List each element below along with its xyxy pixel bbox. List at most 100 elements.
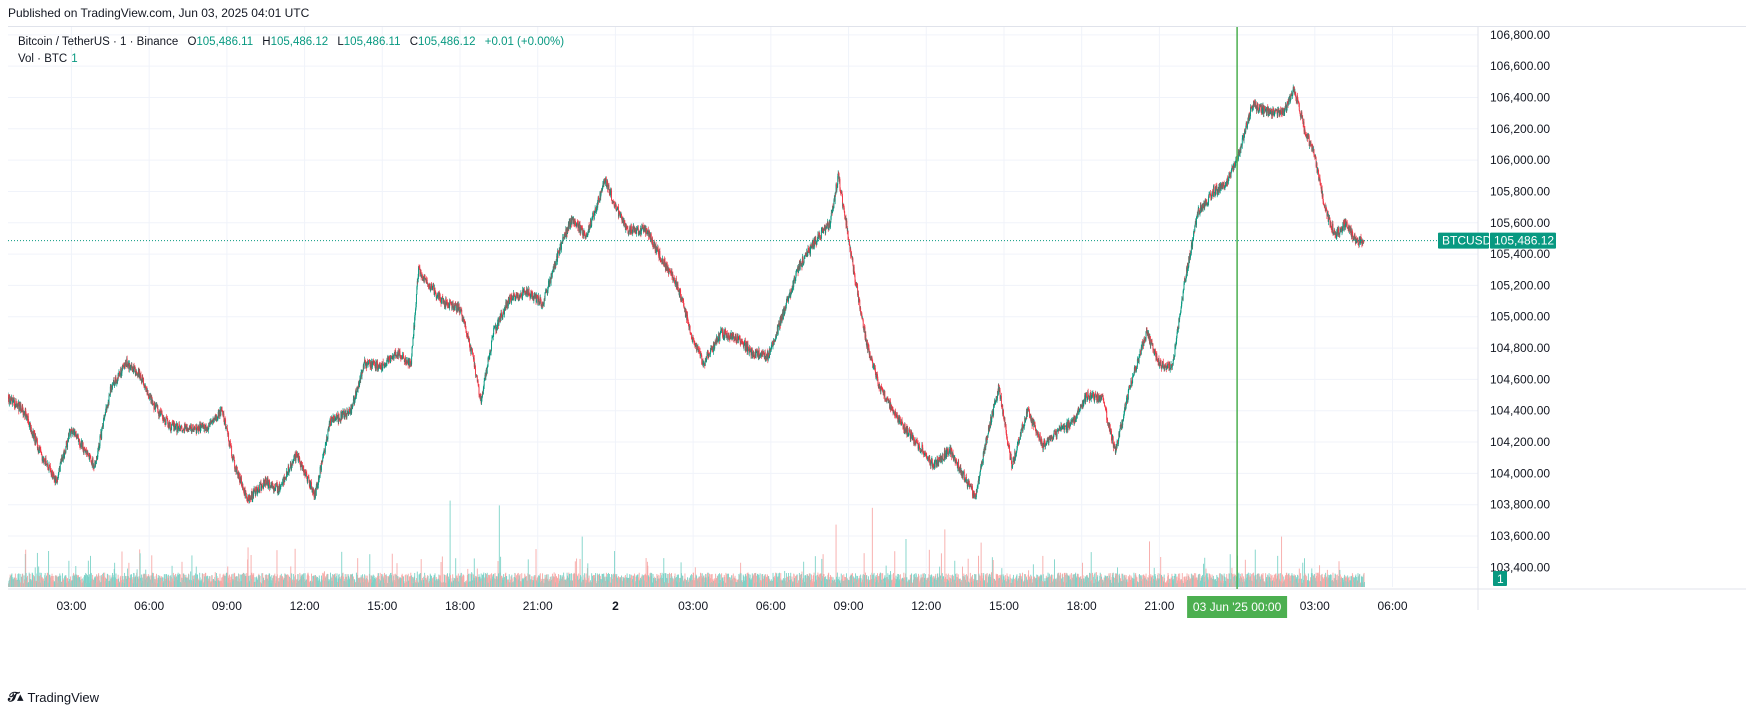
candle-body (123, 364, 125, 367)
candle-body (95, 461, 97, 465)
candle-body (187, 428, 189, 430)
volume-bar (107, 575, 109, 587)
candle-body (263, 479, 265, 489)
volume-bar (371, 575, 373, 587)
candle-body (177, 424, 179, 432)
candle-body (265, 479, 267, 486)
volume-bar (1266, 574, 1268, 587)
candle-body (224, 419, 226, 425)
volume-bar (906, 577, 908, 587)
volume-bar (1152, 575, 1153, 587)
candle-body (67, 434, 69, 442)
candle-body (318, 477, 320, 480)
candle-body (238, 473, 240, 481)
candle-body (250, 496, 252, 500)
volume-bar (99, 575, 101, 587)
volume-bar (1117, 574, 1119, 587)
volume-bar (641, 574, 643, 587)
candle-body (45, 458, 47, 465)
candle-body (77, 434, 78, 438)
volume-bar (711, 573, 713, 587)
volume-bar (406, 575, 408, 587)
volume-bar (717, 576, 719, 587)
candle-body (189, 427, 191, 429)
volume-bar (866, 575, 868, 587)
volume-bar (1211, 574, 1213, 587)
candle-body (289, 468, 291, 470)
volume-bar (863, 553, 865, 587)
candle-body (231, 445, 233, 457)
volume-bar (1361, 575, 1363, 587)
candle-body (235, 466, 237, 472)
candle-body (364, 359, 366, 361)
volume-bar (68, 560, 70, 587)
candle-body (382, 361, 384, 370)
candle-body (265, 483, 267, 486)
candle-body (117, 374, 119, 381)
volume-bar (294, 548, 296, 587)
volume-bar (75, 566, 77, 587)
candle-body (311, 487, 313, 493)
volume-bar (221, 577, 223, 587)
volume-bar (519, 573, 521, 587)
candle-body (268, 480, 270, 486)
volume-bar (1338, 561, 1340, 587)
volume-bar (822, 554, 824, 587)
volume-bar (476, 568, 478, 587)
volume-bar (457, 573, 459, 587)
candle-body (192, 424, 194, 432)
candle-body (188, 429, 190, 431)
candle-body (121, 366, 123, 370)
candle-body (200, 423, 202, 427)
candle-body (33, 432, 35, 438)
candle-body (366, 363, 368, 369)
candle-body (25, 408, 27, 414)
volume-bar (1296, 577, 1298, 587)
volume-bar (324, 571, 325, 587)
volume-bar (718, 574, 720, 587)
volume-bar (42, 578, 44, 587)
volume-bar (705, 573, 707, 587)
volume-bar (1095, 572, 1097, 587)
candle-body (293, 456, 295, 459)
volume-bar (391, 553, 393, 587)
candle-body (127, 364, 129, 367)
candle-body (153, 404, 154, 406)
volume-bar (874, 576, 876, 587)
candle-body (315, 486, 317, 496)
candle-body (74, 431, 76, 435)
candle-body (298, 456, 300, 461)
volume-bar (554, 573, 556, 587)
volume-bar (918, 575, 920, 587)
volume-bar (784, 570, 786, 587)
chart-svg[interactable]: 103,400.00103,600.00103,800.00104,000.00… (8, 27, 1746, 680)
volume-bar (609, 577, 611, 587)
volume-bar (1001, 568, 1003, 587)
candle-body (114, 381, 116, 385)
volume-bar (297, 574, 299, 587)
volume-bar (967, 558, 969, 587)
volume-bar (715, 573, 717, 587)
chart-area[interactable]: 103,400.00 103,600.00 103,800.00 104,000.00… (8, 26, 1746, 680)
volume-bar (588, 575, 590, 587)
volume-bar (1133, 572, 1135, 587)
volume-bar (882, 573, 884, 587)
candle-body (78, 438, 80, 440)
candle-body (55, 476, 57, 478)
candle-body (381, 363, 383, 370)
volume-bar (1203, 563, 1204, 587)
candle-body (140, 380, 142, 382)
candle-body (288, 466, 290, 473)
volume-bar (1176, 576, 1178, 587)
volume-bar (473, 558, 475, 587)
volume-bar (563, 576, 565, 587)
volume-bar (471, 573, 473, 587)
candle-body (229, 441, 231, 446)
candle-body (160, 413, 162, 415)
volume-bar (795, 576, 796, 587)
volume-bar (885, 565, 887, 587)
volume-bar (1114, 577, 1115, 587)
volume-bar (572, 574, 574, 587)
candle-body (305, 472, 307, 474)
candle-body (195, 428, 197, 430)
